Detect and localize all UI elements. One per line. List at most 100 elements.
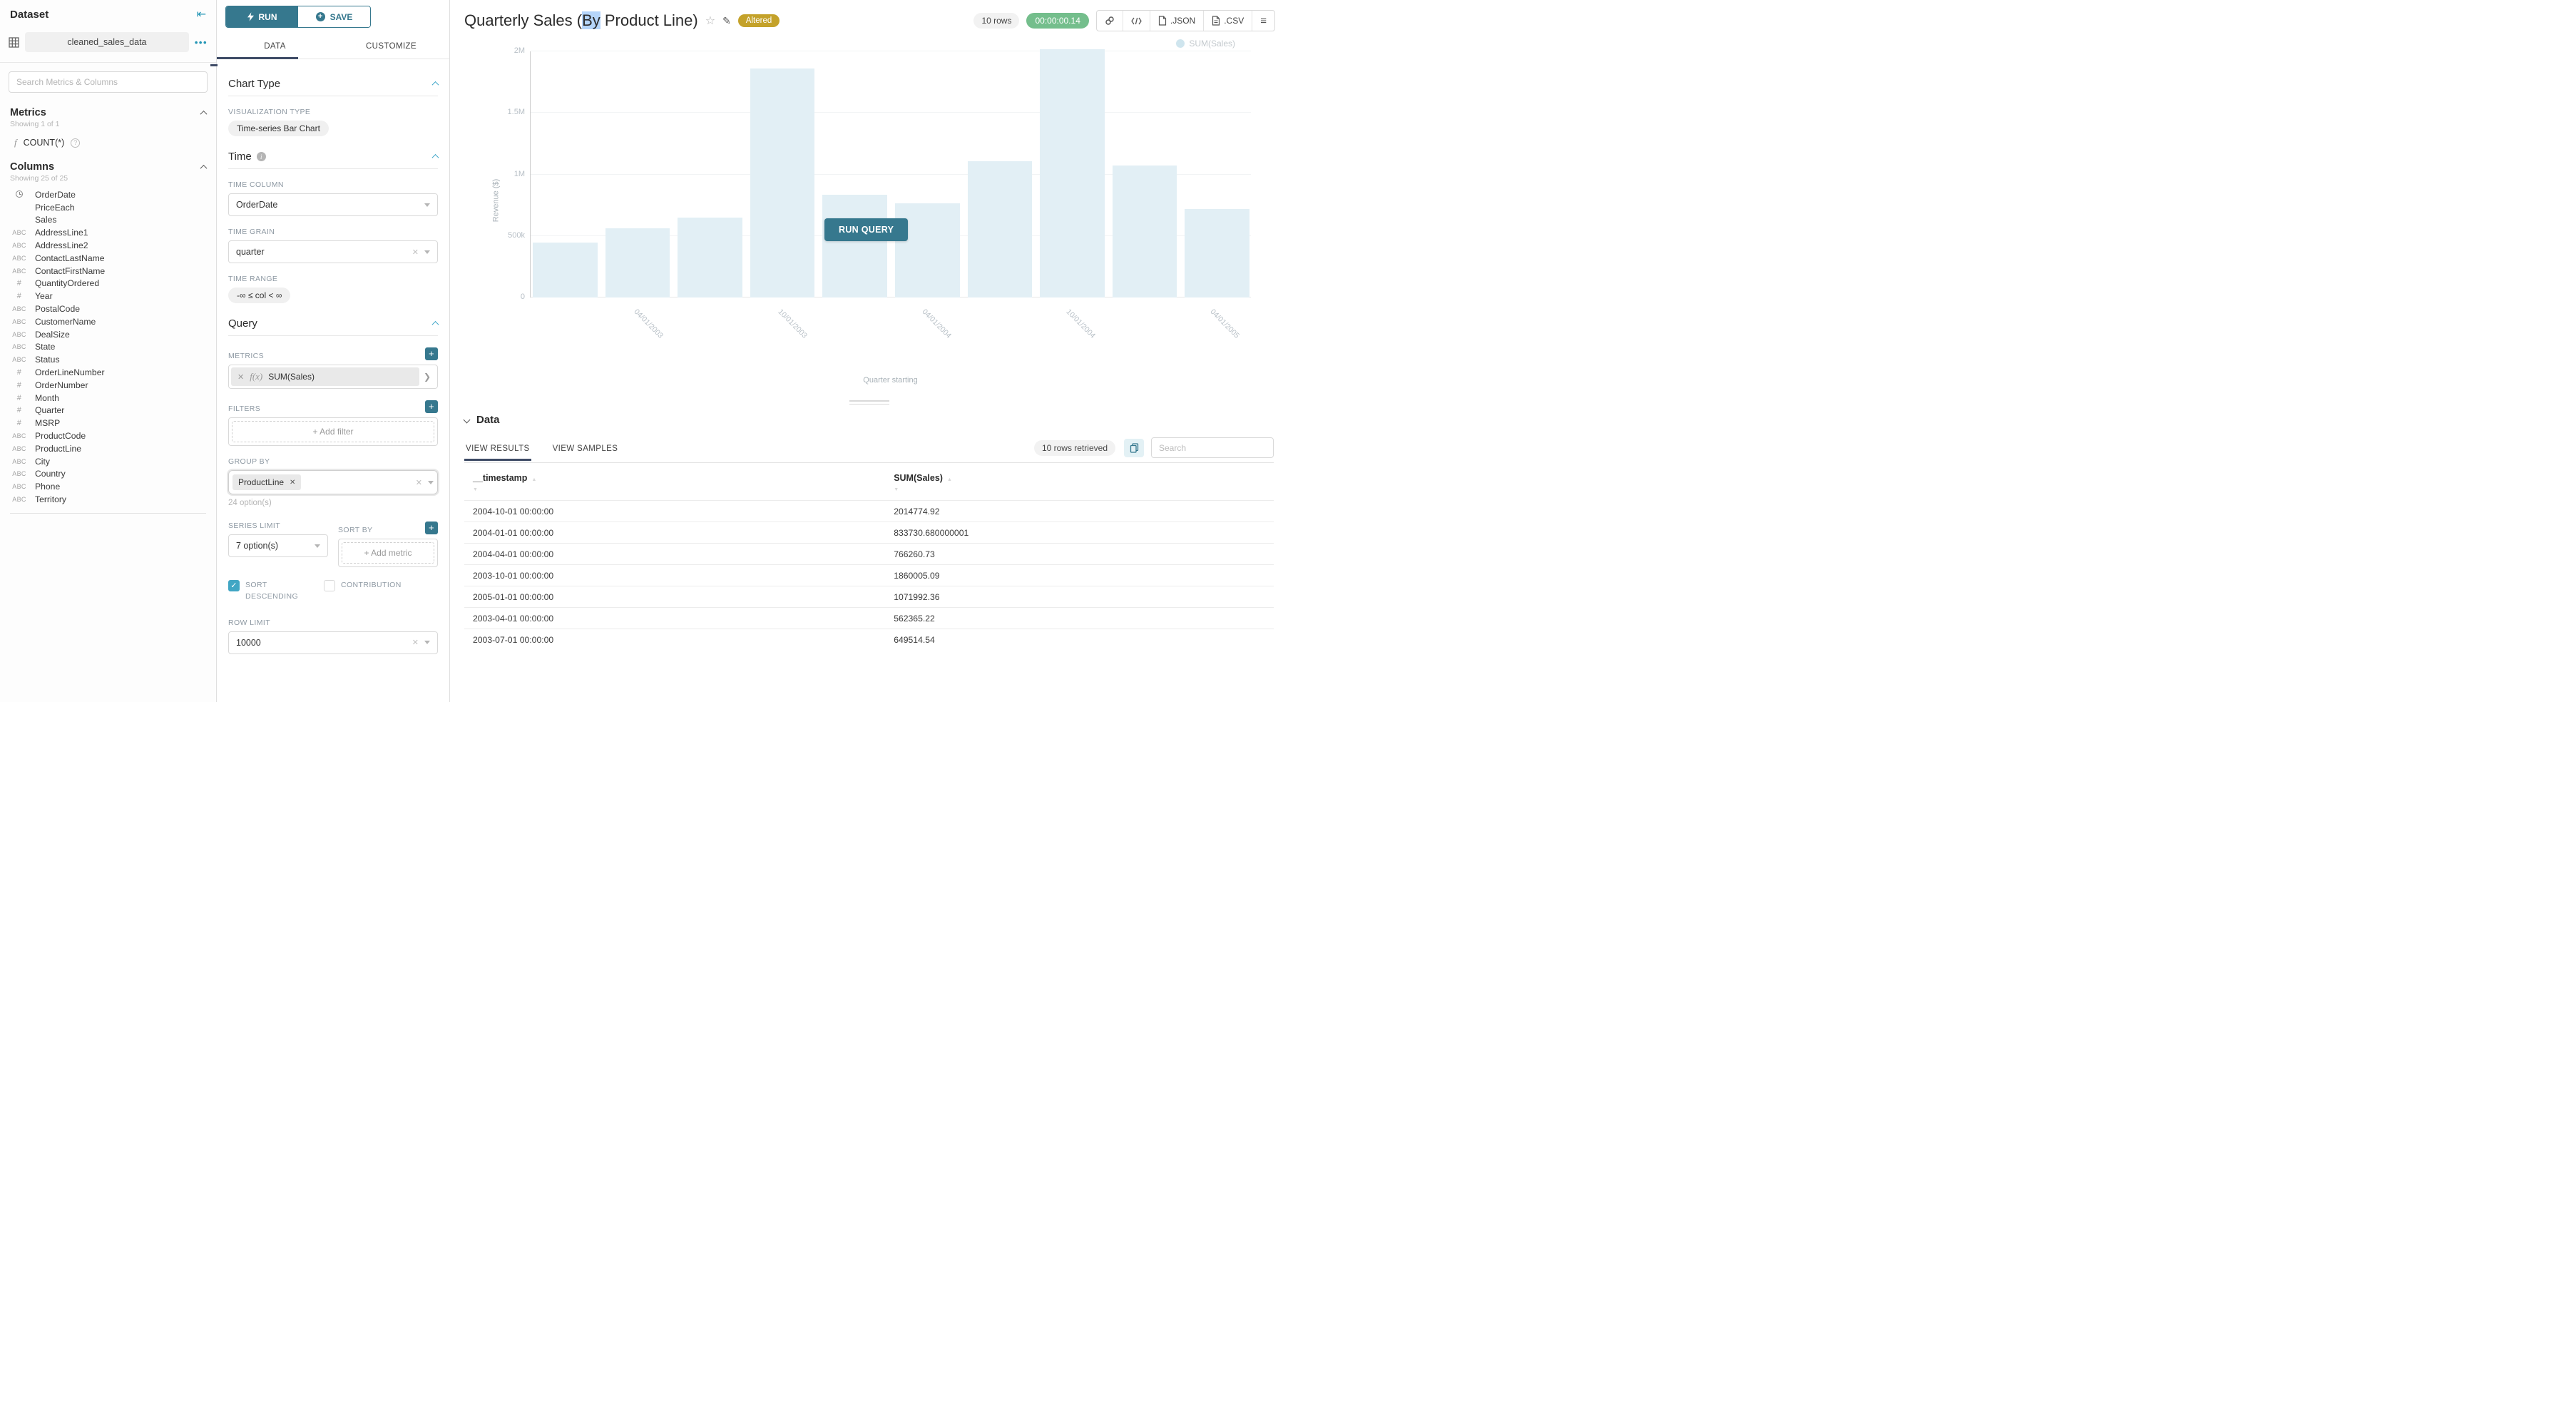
- column-item-label: Territory: [35, 494, 67, 505]
- groupby-tag[interactable]: ProductLine ✕: [232, 474, 302, 490]
- table-row[interactable]: 2005-01-01 00:00:00 1071992.36: [464, 586, 1274, 608]
- panel-resize-handle[interactable]: [210, 64, 218, 66]
- results-search-input[interactable]: [1151, 437, 1274, 458]
- copy-data-button[interactable]: [1124, 438, 1144, 457]
- row-limit-select[interactable]: 10000 ✕: [228, 631, 438, 654]
- bar-2003-04-01[interactable]: [605, 228, 670, 297]
- search-metrics-columns-input[interactable]: [9, 71, 208, 93]
- table-row[interactable]: 2003-04-01 00:00:00 562365.22: [464, 607, 1274, 629]
- remove-tag-icon[interactable]: ✕: [290, 478, 296, 487]
- column-item-phone[interactable]: ABC Phone: [0, 480, 216, 493]
- column-item-month[interactable]: # Month: [0, 392, 216, 405]
- column-item-orderdate[interactable]: OrderDate: [0, 188, 216, 201]
- dataset-name[interactable]: cleaned_sales_data: [25, 32, 189, 52]
- run-query-button[interactable]: RUN QUERY: [824, 218, 909, 241]
- bar-2003-07-01[interactable]: [678, 217, 742, 297]
- add-sort-metric-icon[interactable]: +: [425, 522, 438, 534]
- column-header-sum-sales[interactable]: SUM(Sales) ▲ ▼: [894, 473, 952, 492]
- column-item-quarter[interactable]: # Quarter: [0, 405, 216, 417]
- export-csv-button[interactable]: .CSV: [1204, 11, 1253, 31]
- save-button[interactable]: + SAVE: [298, 6, 370, 27]
- chart-legend[interactable]: SUM(Sales): [1176, 39, 1235, 49]
- time-collapse-icon[interactable]: [431, 153, 439, 161]
- sort-descending-checkbox[interactable]: ✓: [228, 580, 240, 591]
- tab-data[interactable]: DATA: [264, 42, 286, 51]
- chart-type-collapse-icon[interactable]: [431, 81, 439, 88]
- time-column-select[interactable]: OrderDate: [228, 193, 438, 216]
- column-item-contactfirstname[interactable]: ABC ContactFirstName: [0, 265, 216, 278]
- column-item-territory[interactable]: ABC Territory: [0, 493, 216, 506]
- add-filter-icon[interactable]: +: [425, 400, 438, 413]
- column-item-productcode[interactable]: ABC ProductCode: [0, 429, 216, 442]
- tab-view-results[interactable]: VIEW RESULTS: [464, 440, 531, 461]
- bar-2004-01-01[interactable]: [822, 195, 887, 297]
- column-item-country[interactable]: ABC Country: [0, 468, 216, 481]
- export-json-button[interactable]: .JSON: [1150, 11, 1205, 31]
- column-item-postalcode[interactable]: ABC PostalCode: [0, 302, 216, 315]
- series-limit-select[interactable]: 7 option(s): [228, 534, 328, 557]
- dataset-options-icon[interactable]: •••: [194, 36, 208, 48]
- expand-metric-icon[interactable]: ❯: [423, 372, 431, 382]
- metric-item[interactable]: f COUNT(*) ?: [0, 133, 216, 151]
- column-item-quantityordered[interactable]: # QuantityOrdered: [0, 278, 216, 290]
- clear-icon[interactable]: ✕: [412, 248, 419, 257]
- add-metric-icon[interactable]: +: [425, 347, 438, 360]
- column-item-ordernumber[interactable]: # OrderNumber: [0, 379, 216, 392]
- column-header-timestamp[interactable]: __timestamp ▲ ▼: [473, 473, 536, 492]
- chart-menu-button[interactable]: ≡: [1252, 11, 1274, 31]
- bar-2004-10-01[interactable]: [1040, 49, 1105, 297]
- edit-title-icon[interactable]: ✎: [722, 14, 731, 26]
- remove-metric-icon[interactable]: ✕: [237, 372, 245, 382]
- table-row[interactable]: 2004-10-01 00:00:00 2014774.92: [464, 500, 1274, 522]
- column-item-city[interactable]: ABC City: [0, 455, 216, 468]
- metric-pill[interactable]: ✕ f(x) SUM(Sales): [231, 367, 419, 386]
- chart-title[interactable]: Quarterly Sales (By Product Line): [464, 11, 698, 29]
- column-item-state[interactable]: ABC State: [0, 341, 216, 354]
- cell-sum-sales: 833730.680000001: [885, 522, 1274, 544]
- column-item-productline[interactable]: ABC ProductLine: [0, 442, 216, 455]
- time-grain-select[interactable]: quarter ✕: [228, 240, 438, 263]
- column-item-msrp[interactable]: # MSRP: [0, 417, 216, 429]
- collapse-sidebar-icon[interactable]: ⇤: [196, 8, 206, 21]
- column-item-addressline1[interactable]: ABC AddressLine1: [0, 226, 216, 239]
- tab-customize[interactable]: CUSTOMIZE: [365, 42, 417, 51]
- bar-2003-01-01[interactable]: [533, 243, 598, 297]
- bar-2003-10-01[interactable]: [750, 68, 815, 297]
- copy-link-button[interactable]: [1097, 11, 1123, 31]
- contribution-checkbox[interactable]: [324, 580, 335, 591]
- column-item-contactlastname[interactable]: ABC ContactLastName: [0, 252, 216, 265]
- metrics-collapse-icon[interactable]: [200, 110, 208, 118]
- favorite-star-icon[interactable]: ☆: [705, 15, 716, 27]
- add-sort-metric-button[interactable]: + Add metric: [342, 542, 434, 564]
- table-row[interactable]: 2003-07-01 00:00:00 649514.54: [464, 629, 1274, 650]
- time-range-value[interactable]: -∞ ≤ col < ∞: [228, 288, 291, 303]
- bar-2004-04-01[interactable]: [894, 203, 960, 297]
- bar-2005-04-01[interactable]: [1185, 208, 1249, 297]
- column-item-addressline2[interactable]: ABC AddressLine2: [0, 239, 216, 252]
- add-filter-button[interactable]: + Add filter: [232, 421, 434, 442]
- column-item-sales[interactable]: Sales: [0, 214, 216, 227]
- run-button[interactable]: RUN: [226, 6, 298, 27]
- data-panel-chevron-icon[interactable]: [463, 416, 471, 424]
- panel-drag-handle[interactable]: [849, 400, 889, 407]
- table-row[interactable]: 2004-04-01 00:00:00 766260.73: [464, 543, 1274, 565]
- clear-icon[interactable]: ✕: [412, 639, 419, 647]
- table-row[interactable]: 2003-10-01 00:00:00 1860005.09: [464, 564, 1274, 586]
- query-collapse-icon[interactable]: [431, 320, 439, 328]
- groupby-select[interactable]: ProductLine ✕ ✕: [228, 470, 438, 494]
- column-item-year[interactable]: # Year: [0, 290, 216, 302]
- column-item-customername[interactable]: ABC CustomerName: [0, 315, 216, 328]
- tab-view-samples[interactable]: VIEW SAMPLES: [552, 444, 618, 453]
- columns-collapse-icon[interactable]: [200, 164, 208, 172]
- bar-2005-01-01[interactable]: [1112, 166, 1177, 297]
- clear-icon[interactable]: ✕: [415, 478, 422, 487]
- column-item-priceeach[interactable]: PriceEach: [0, 201, 216, 214]
- embed-code-button[interactable]: [1123, 11, 1150, 31]
- column-item-status[interactable]: ABC Status: [0, 353, 216, 366]
- bar-2004-07-01[interactable]: [967, 161, 1033, 297]
- altered-badge[interactable]: Altered: [737, 14, 780, 27]
- column-item-dealsize[interactable]: ABC DealSize: [0, 328, 216, 341]
- viz-type-value[interactable]: Time-series Bar Chart: [228, 121, 329, 136]
- column-item-orderlinenumber[interactable]: # OrderLineNumber: [0, 366, 216, 379]
- table-row[interactable]: 2004-01-01 00:00:00 833730.680000001: [464, 522, 1274, 544]
